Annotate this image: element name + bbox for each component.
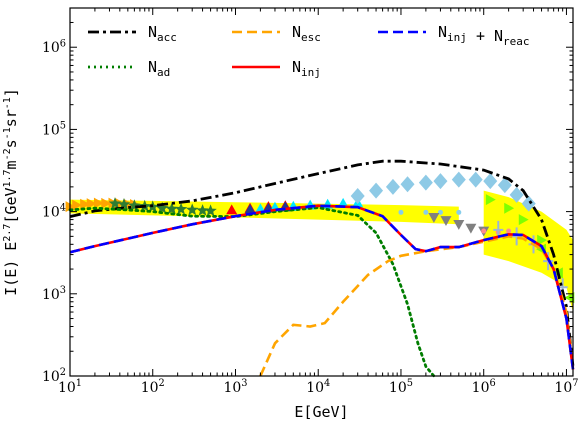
data-point-8-4 [465,223,477,234]
data-point-1-4 [86,198,97,210]
x-tick-label: 105 [389,378,413,396]
data-point-6-8 [468,171,483,188]
x-tick-label: 103 [223,378,247,396]
data-point-12-3 [564,292,575,304]
x-tick-label: 104 [306,378,330,396]
y-tick-label: 102 [42,367,66,385]
data-point-7-4 [456,209,462,215]
data-point-2-8 [174,202,188,215]
data-point-5-1 [244,204,256,214]
data-point-2-3 [128,199,141,211]
data-point-6-6 [433,173,448,190]
data-point-7-2 [423,209,429,215]
data-point-8-1 [428,213,440,223]
y-tick-label: 105 [42,121,66,139]
y-tick-label: 103 [42,285,66,303]
data-point-6-5 [418,174,433,191]
data-point-1-3 [80,198,91,210]
data-point-7-3 [437,209,443,215]
data-point-9-1 [481,228,487,234]
data-point-2-6 [156,201,169,214]
y-tick-label: 106 [42,38,66,56]
legend-label-2: Nad [148,58,170,79]
x-axis-label: E[GeV] [294,403,348,421]
data-point-3-1 [226,204,238,215]
curve-5 [69,204,575,370]
data-point-10-3 [518,214,529,226]
data-point-10-2 [504,202,515,214]
legend-label-3: Nesc [292,23,321,44]
data-point-6-12 [521,195,536,212]
data-point-2-1 [108,197,122,209]
data-point-11-2 [511,227,522,246]
data-point-6-4 [400,176,415,193]
model-curves [68,159,575,378]
data-point-2-10 [196,204,209,216]
data-point-6-3 [385,178,400,195]
plot-frame [69,7,574,377]
data-point-10-1 [485,194,496,206]
data-point-2-7 [165,202,178,215]
data-point-7-1 [398,209,404,215]
x-tick-label: 107 [554,378,578,396]
data-point-6-7 [451,171,466,188]
data-point-1-6 [101,197,112,209]
data-point-1-2 [72,199,83,211]
data-point-9-3 [506,228,512,234]
legend-label-1: Nacc [148,23,177,44]
data-point-2-9 [186,203,199,216]
data-point-6-11 [509,186,524,203]
x-tick-label: 106 [472,378,496,396]
curve-1 [69,159,575,367]
x-tick-label: 102 [141,378,165,396]
legend: Nacc Nad Nesc Ninj Ninj + Nreac [88,23,530,79]
x-tick-label: 101 [58,378,82,396]
data-point-6-1 [350,187,365,204]
data-point-6-2 [369,182,384,199]
data-point-2-2 [117,198,131,210]
data-point-6-10 [497,177,512,194]
data-band-2 [483,190,573,312]
data-point-8-3 [453,219,465,230]
y-axis-label: I(E) E2.7[GeV1.7m-2s-1sr-1] [2,88,20,296]
legend-label-4: Ninj [292,58,321,79]
legend-label-5: Ninj + Nreac [438,23,530,48]
y-tick-label: 104 [42,203,66,221]
data-point-6-9 [483,173,498,190]
data-point-8-2 [440,216,452,226]
data-point-2-11 [204,204,217,217]
data-point-10-4 [537,234,548,246]
curve-2 [68,206,436,378]
data-point-1-5 [93,197,104,209]
